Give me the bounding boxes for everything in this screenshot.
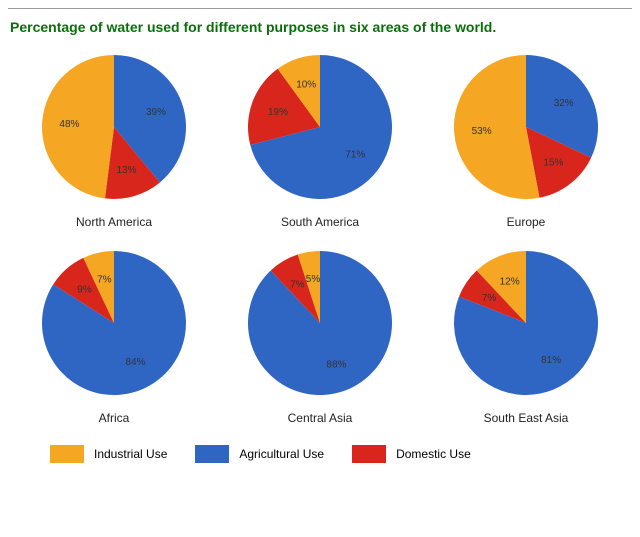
slice-label-industrial: 48% (59, 119, 79, 130)
legend-item-agricultural: Agricultural Use (195, 445, 324, 463)
legend-item-domestic: Domestic Use (352, 445, 471, 463)
slice-label-domestic: 7% (482, 293, 497, 304)
container: Percentage of water used for different p… (0, 8, 640, 477)
region-label: North America (20, 215, 208, 229)
slice-label-industrial: 7% (97, 274, 112, 285)
slice-label-agricultural: 81% (541, 355, 561, 366)
legend-item-industrial: Industrial Use (50, 445, 167, 463)
legend: Industrial Use Agricultural Use Domestic U… (0, 433, 640, 477)
legend-label: Agricultural Use (239, 447, 324, 461)
region-cell: 88% 7%5% Central Asia (226, 247, 414, 425)
slice-label-industrial: 10% (296, 80, 316, 91)
slice-label-industrial: 5% (306, 274, 321, 285)
region-cell: 32% 15% 53% Europe (432, 51, 620, 229)
region-label: Central Asia (226, 411, 414, 425)
divider-top (8, 8, 632, 9)
legend-swatch-agricultural (195, 445, 229, 463)
region-label: South America (226, 215, 414, 229)
pie-chart: 88% 7%5% (236, 247, 404, 405)
region-cell: 81% 7%12% South East Asia (432, 247, 620, 425)
legend-swatch-domestic (352, 445, 386, 463)
slice-label-industrial: 12% (500, 277, 520, 288)
slice-label-agricultural: 84% (125, 357, 145, 368)
slice-label-domestic: 9% (77, 285, 92, 296)
region-cell: 71% 19% 10% South America (226, 51, 414, 229)
region-label: Africa (20, 411, 208, 425)
pie-chart: 32% 15% 53% (442, 51, 610, 209)
pie-chart: 71% 19% 10% (236, 51, 404, 209)
pie-chart: 84% 9% 7% (30, 247, 198, 405)
page-title: Percentage of water used for different p… (0, 13, 640, 41)
region-cell: 39% 13% 48% North America (20, 51, 208, 229)
slice-label-agricultural: 32% (554, 98, 574, 109)
slice-label-industrial: 53% (472, 126, 492, 137)
slice-label-domestic: 13% (116, 165, 136, 176)
region-cell: 84% 9% 7% Africa (20, 247, 208, 425)
slice-label-agricultural: 88% (326, 360, 346, 371)
legend-swatch-industrial (50, 445, 84, 463)
slice-label-domestic: 15% (543, 157, 563, 168)
region-label: South East Asia (432, 411, 620, 425)
pie-chart: 81% 7%12% (442, 247, 610, 405)
slice-label-domestic: 19% (268, 107, 288, 118)
slice-label-agricultural: 71% (345, 149, 365, 160)
slice-label-agricultural: 39% (146, 107, 166, 118)
legend-label: Industrial Use (94, 447, 167, 461)
region-label: Europe (432, 215, 620, 229)
slice-label-domestic: 7% (290, 280, 305, 291)
legend-label: Domestic Use (396, 447, 471, 461)
pie-chart: 39% 13% 48% (30, 51, 198, 209)
pie-grid: 39% 13% 48% North America 71% 19% 10% South Ame… (0, 41, 640, 433)
